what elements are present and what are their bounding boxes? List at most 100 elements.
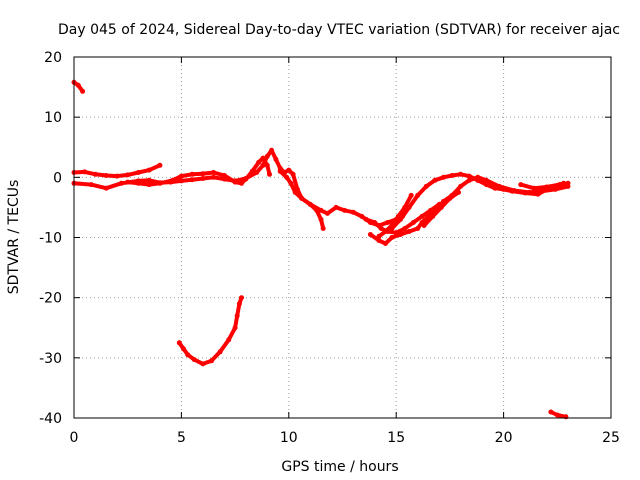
data-point (191, 357, 197, 363)
axis-ticks: 0 5 10 15 20 25 -40 -30 -20 -10 0 10 20 (39, 50, 620, 446)
data-point (475, 177, 481, 183)
data-point (176, 340, 182, 346)
data-point (209, 358, 214, 364)
data-point (419, 213, 425, 219)
data-point (383, 229, 388, 234)
data-point (118, 180, 124, 186)
data-point (226, 337, 232, 343)
data-point (292, 189, 298, 195)
data-point (273, 156, 279, 162)
data-point (200, 361, 206, 367)
data-point (221, 173, 227, 178)
data-point (264, 162, 270, 168)
data-point (232, 179, 238, 185)
data-point (333, 204, 339, 210)
data-point (430, 213, 436, 219)
data-point (518, 182, 524, 188)
x-tick-label: 10 (280, 430, 298, 446)
y-tick-label: 10 (44, 110, 62, 126)
x-tick-label: 20 (495, 430, 513, 446)
data-point (88, 182, 94, 188)
data-point (483, 177, 489, 183)
data-point (157, 162, 163, 168)
data-point (565, 180, 571, 186)
data-point (376, 238, 382, 243)
data-point (385, 220, 391, 225)
data-point (125, 172, 131, 178)
data-point (239, 180, 244, 186)
data-point (318, 207, 324, 213)
data-point (466, 173, 472, 179)
data-point (286, 167, 292, 173)
data-point (402, 204, 408, 210)
data-point (449, 173, 455, 178)
data-point (535, 191, 541, 197)
data-point (325, 210, 330, 216)
y-tick-label: -10 (39, 231, 62, 247)
data-point (383, 241, 388, 246)
data-point (423, 183, 429, 189)
data-point (93, 171, 98, 177)
data-point (458, 171, 464, 177)
data-point (402, 226, 408, 231)
data-point (393, 230, 399, 236)
data-point (548, 409, 554, 415)
data-point (243, 176, 249, 182)
data-point (421, 223, 427, 228)
data-point (363, 216, 369, 222)
data-point (432, 177, 438, 183)
data-point (277, 168, 283, 174)
data-point (441, 174, 446, 180)
data-point (466, 177, 472, 183)
data-point (320, 226, 326, 231)
data-point (483, 182, 489, 188)
data-point (378, 226, 384, 231)
series-track-8 (364, 202, 442, 235)
data-point (249, 168, 255, 174)
data-point (522, 190, 528, 196)
data-point (342, 207, 348, 213)
data-point (146, 167, 152, 173)
data-point (408, 192, 414, 198)
data-point (217, 349, 223, 355)
data-point (314, 207, 320, 213)
data-point (406, 204, 412, 210)
chart-title: Day 045 of 2024, Sidereal Day-to-day VTE… (58, 22, 620, 38)
data-point (415, 192, 421, 198)
data-point (556, 182, 562, 188)
data-point (410, 220, 416, 225)
data-point (372, 220, 378, 225)
data-point (501, 186, 507, 192)
x-axis-title: GPS time / hours (281, 459, 398, 475)
data-point (80, 88, 86, 94)
data-point (114, 173, 120, 179)
data-point (236, 301, 242, 307)
data-point (189, 177, 195, 183)
data-point (367, 232, 373, 237)
data-point (267, 171, 272, 177)
data-point (170, 177, 176, 183)
data-point (389, 235, 395, 240)
data-point (509, 188, 515, 194)
data-point (103, 173, 109, 178)
data-point (307, 201, 313, 207)
y-tick-label: -30 (39, 351, 62, 367)
data-point (318, 216, 324, 222)
data-point (456, 189, 461, 195)
data-point (350, 209, 356, 215)
data-point (264, 153, 270, 159)
data-point (544, 184, 550, 190)
data-point (299, 195, 305, 201)
data-point (260, 155, 266, 161)
data-point (75, 82, 81, 88)
x-tick-label: 0 (70, 430, 79, 446)
data-point (234, 313, 240, 319)
data-point (82, 169, 88, 175)
data-point (211, 170, 217, 175)
y-axis-title: SDTVAR / TECUs (6, 180, 22, 295)
data-point (178, 178, 184, 184)
x-tick-label: 15 (387, 430, 405, 446)
